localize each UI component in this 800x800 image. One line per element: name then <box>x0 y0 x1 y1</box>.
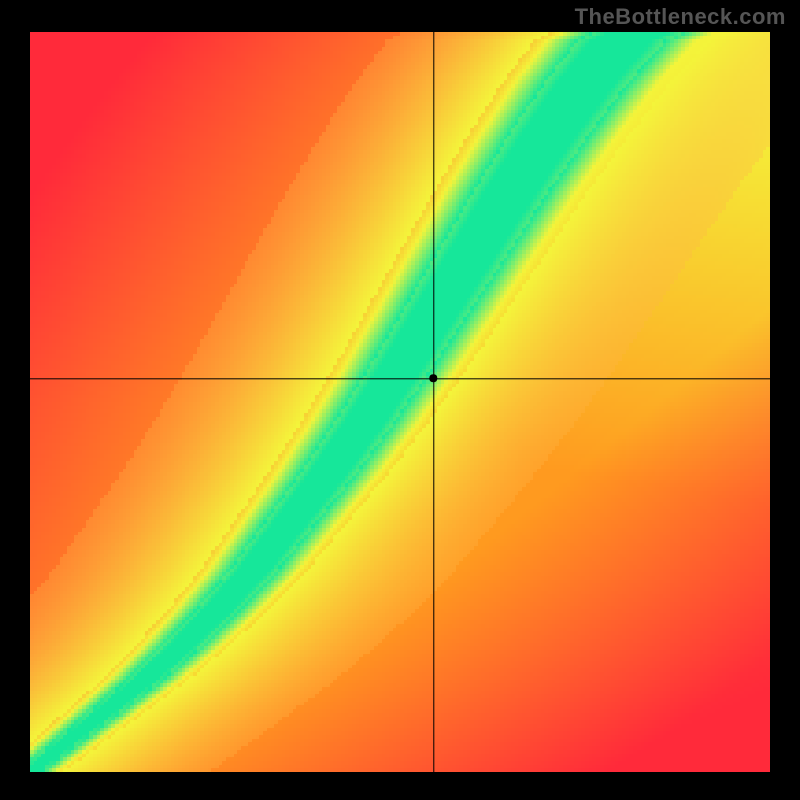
bottleneck-heatmap <box>30 32 770 772</box>
chart-container: TheBottleneck.com <box>0 0 800 800</box>
watermark-text: TheBottleneck.com <box>575 4 786 30</box>
